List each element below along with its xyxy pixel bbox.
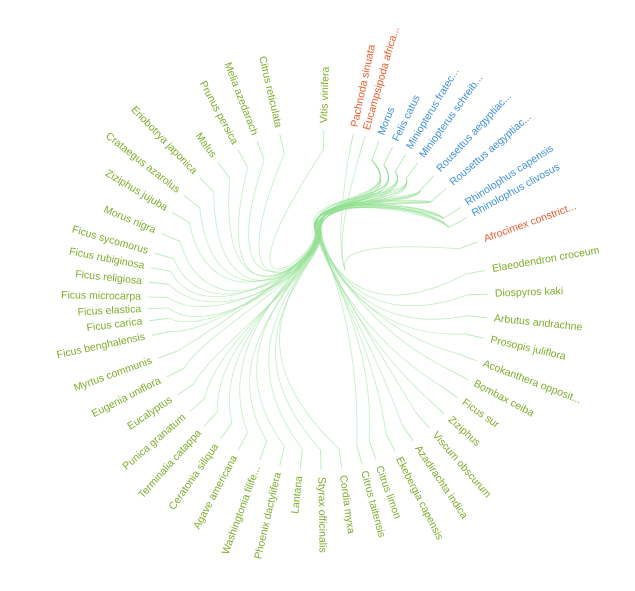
node-label-plant[interactable]: Citrus reticulata: [256, 55, 284, 129]
leaf-connector: [161, 233, 181, 242]
bundled-edge: [248, 159, 398, 272]
leaf-connector: [348, 133, 354, 154]
leaf-connector: [383, 147, 393, 166]
leaf-connector: [368, 440, 377, 460]
leaf-connector: [405, 162, 419, 179]
leaf-connector: [158, 350, 178, 359]
node-label-plant[interactable]: Malus: [193, 130, 219, 160]
bundled-edge: [314, 200, 432, 425]
node-label-plant[interactable]: Ficus microcarpa: [61, 289, 141, 302]
node-label-plant[interactable]: Ficus religiosa: [75, 268, 143, 287]
leaf-connector: [440, 385, 458, 398]
bundled-edge: [238, 164, 389, 277]
node-label-plant[interactable]: Prosopis juliflora: [489, 334, 567, 363]
bundled-edge: [239, 205, 445, 433]
leaf-connector: [154, 252, 174, 260]
node-label-group: Vitis vinifera Pachnoda sinuataEucampsipo…: [56, 26, 601, 561]
edge-bundle-group: [167, 149, 469, 451]
leaf-connector: [464, 333, 484, 339]
leaf-connector: [176, 383, 194, 396]
node-label-plant[interactable]: Ficus elastica: [77, 303, 141, 318]
leaf-connector-group: [147, 130, 488, 471]
leaf-connector: [371, 141, 380, 161]
leaf-connector: [338, 448, 343, 469]
leaf-connector: [149, 317, 170, 322]
leaf-connector: [385, 433, 396, 452]
leaf-connector: [189, 398, 206, 412]
leaf-connector: [356, 444, 363, 465]
node-label-plant[interactable]: Ficus benghalensis: [56, 331, 146, 361]
leaf-connector: [279, 446, 285, 466]
bundled-edge: [199, 203, 445, 282]
leaf-connector: [237, 432, 248, 451]
leaf-connector: [465, 270, 486, 275]
bundled-edge: [228, 159, 382, 277]
leaf-connector: [394, 154, 406, 172]
leaf-connector: [430, 188, 447, 202]
leaf-connector: [151, 267, 171, 272]
leaf-connector: [358, 136, 366, 156]
bundled-edge: [320, 190, 421, 414]
leaf-connector: [467, 315, 488, 319]
leaf-connector: [203, 411, 218, 427]
node-label-plant[interactable]: Vitis vinifera: [318, 66, 332, 123]
leaf-connector: [237, 149, 248, 168]
bundled-edge: [229, 206, 450, 423]
node-label-plant[interactable]: Styrax officinalis: [315, 477, 328, 553]
bundled-edge: [341, 155, 360, 271]
bundled-edge: [189, 199, 432, 283]
leaf-connector: [148, 307, 169, 310]
leaf-connector: [429, 400, 445, 415]
bundled-edge: [275, 171, 398, 451]
leaf-connector: [183, 194, 201, 209]
leaf-connector: [322, 130, 325, 151]
leaf-connector: [151, 330, 172, 336]
leaf-connector: [172, 212, 190, 224]
leaf-connector: [443, 207, 461, 219]
node-label-plant[interactable]: Diospyros kaki: [495, 285, 564, 299]
leaf-connector: [420, 175, 435, 191]
node-label-plant[interactable]: Terminalia catappa: [136, 427, 204, 501]
leaf-connector: [467, 293, 488, 296]
leaf-connector: [217, 162, 231, 179]
leaf-connector: [279, 134, 285, 154]
bundled-edge: [343, 246, 460, 271]
node-label-plant[interactable]: Cordia myxa: [337, 474, 357, 534]
leaf-connector: [449, 217, 467, 228]
leaf-connector: [166, 367, 185, 378]
leaf-connector: [457, 353, 477, 362]
leaf-connector: [299, 449, 303, 470]
node-label-plant[interactable]: Morus nigra: [102, 203, 158, 236]
node-label-plant[interactable]: Elaeodendron croceum: [491, 244, 600, 275]
leaf-connector: [256, 141, 265, 161]
leaf-connector: [450, 370, 469, 381]
leaf-connector: [416, 412, 430, 429]
node-label-plant[interactable]: Ficus carica: [86, 315, 143, 334]
node-label-plant[interactable]: Lantana: [289, 475, 305, 514]
leaf-connector: [148, 281, 169, 285]
bundled-edge: [269, 149, 381, 270]
bundled-edge: [167, 159, 382, 307]
leaf-connector: [259, 440, 268, 460]
bundled-edge: [268, 178, 408, 450]
leaf-connector: [401, 424, 414, 442]
leaf-connector: [199, 177, 215, 193]
bundled-edge: [316, 205, 450, 442]
bundled-edge: [258, 153, 407, 273]
leaf-connector: [458, 241, 478, 250]
leaf-connector: [220, 422, 233, 440]
node-label-plant[interactable]: Arbutus andrachne: [493, 312, 583, 333]
bundled-edge: [213, 192, 450, 281]
